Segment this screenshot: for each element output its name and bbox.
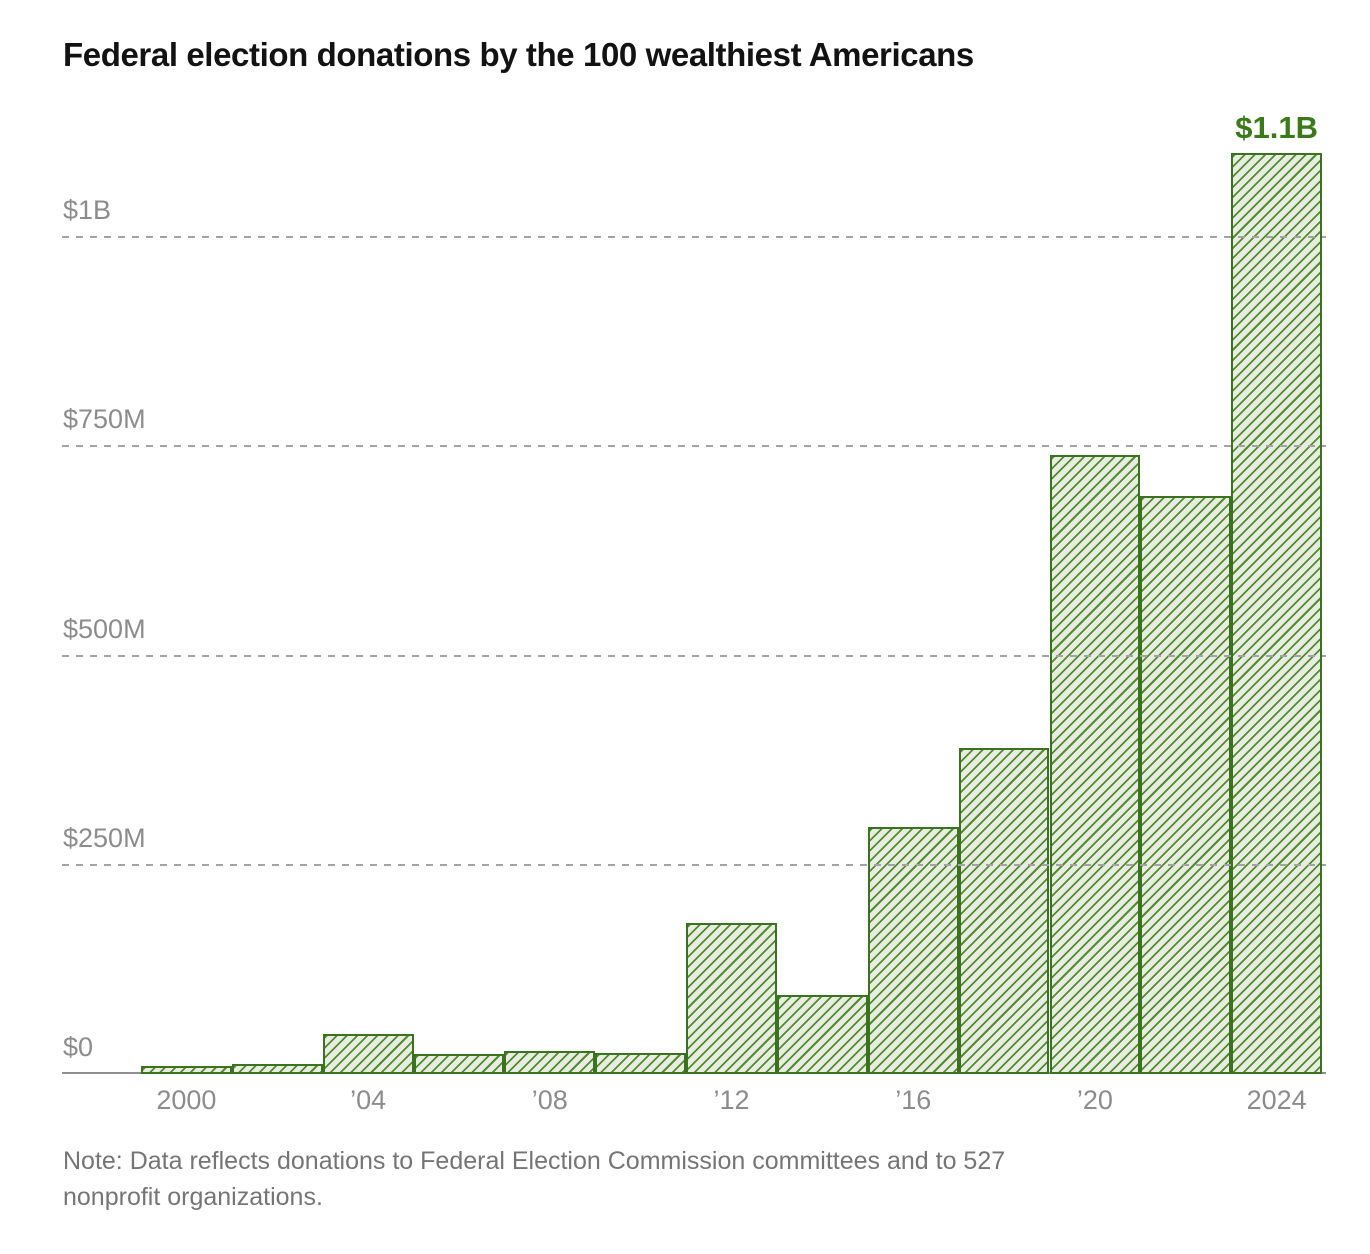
xtick-label-2020: ’20 [1076, 1085, 1113, 1115]
bar-2020 [1049, 454, 1141, 1074]
bar-2014 [776, 994, 868, 1074]
bar-2024 [1231, 153, 1323, 1074]
gridline-500m [62, 654, 1326, 657]
bar-2004 [322, 1033, 414, 1074]
bar-2022 [1140, 496, 1232, 1074]
bar-value-label: $1.1B [1235, 110, 1318, 145]
xtick-label-2008: ’08 [531, 1085, 568, 1115]
ytick-label-0: $0 [63, 1032, 94, 1062]
bar-2016 [867, 827, 959, 1074]
xtick-label-2000: 2000 [156, 1085, 217, 1115]
ytick-label-250m: $250M [63, 822, 146, 853]
gridline-250m [62, 863, 1326, 866]
gridline-1b [62, 236, 1326, 238]
bar-2018 [958, 747, 1050, 1074]
chart-note-line2: nonprofit organizations. [63, 1183, 323, 1211]
bar-2010 [595, 1053, 687, 1074]
bar-2000 [141, 1066, 232, 1074]
bar-2002 [231, 1063, 323, 1074]
bar-2008 [504, 1051, 596, 1074]
chart-note-line1: Note: Data reflects donations to Federal… [63, 1147, 1006, 1175]
xtick-label-2012: ’12 [713, 1085, 750, 1115]
xtick-label-2004: ’04 [350, 1085, 387, 1115]
ytick-label-500m: $500M [63, 613, 146, 644]
ytick-label-750m: $750M [63, 404, 146, 435]
chart-note: Note: Data reflects donations to Federal… [63, 1143, 1283, 1215]
ytick-label-1b: $1B [63, 195, 112, 225]
gridline-750m [62, 445, 1326, 448]
xtick-label-2024: 2024 [1246, 1085, 1307, 1115]
bar-2006 [413, 1053, 505, 1074]
bar-2012 [686, 923, 777, 1074]
chart-title: Federal election donations by the 100 we… [63, 36, 974, 73]
xtick-label-2016: ’16 [895, 1085, 932, 1115]
